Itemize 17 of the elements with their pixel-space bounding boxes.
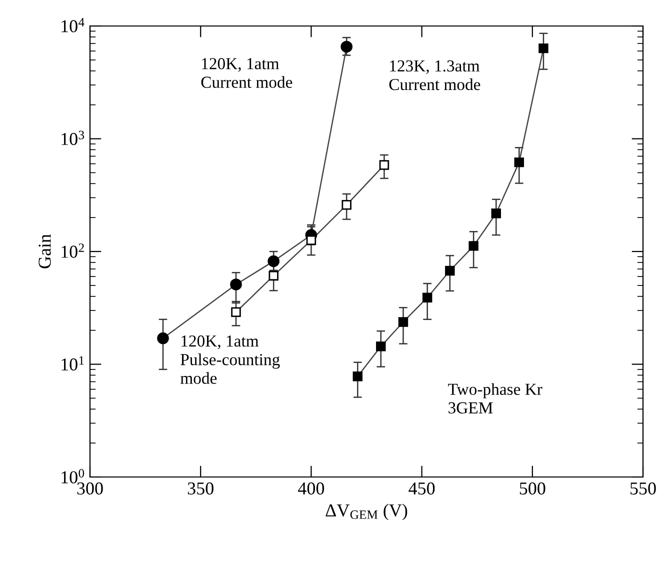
y-tick-label: 10$^{0}$ <box>62 469 84 484</box>
y-tick-label: 10$^{4}$ <box>62 18 84 32</box>
annotation: 120K, 1atm Pulse-counting mode <box>180 335 280 384</box>
x-tick-label: 300 <box>77 482 103 495</box>
y-tick-label: 10$^{2}$ <box>62 244 84 258</box>
x-tick-label: 400 <box>298 482 324 495</box>
annotation: 123K, 1.3atm Current mode <box>389 60 480 90</box>
x-tick-label: 450 <box>408 482 435 495</box>
y-tick-label: 10$^{3}$ <box>62 130 84 146</box>
x-tick-label: 500 <box>520 482 546 495</box>
x-tick-label: 550 <box>630 482 656 495</box>
x-tick-label: 350 <box>188 482 214 495</box>
annotation: 120K, 1atm Current mode <box>201 58 292 88</box>
y-axis-title: Gain <box>38 234 51 268</box>
annotation: Two-phase Kr 3GEM <box>448 383 542 414</box>
x-axis-title: ΔV$_{GEM}$ (V) <box>326 504 408 520</box>
y-tick-label: 10$^{1}$ <box>62 356 84 371</box>
